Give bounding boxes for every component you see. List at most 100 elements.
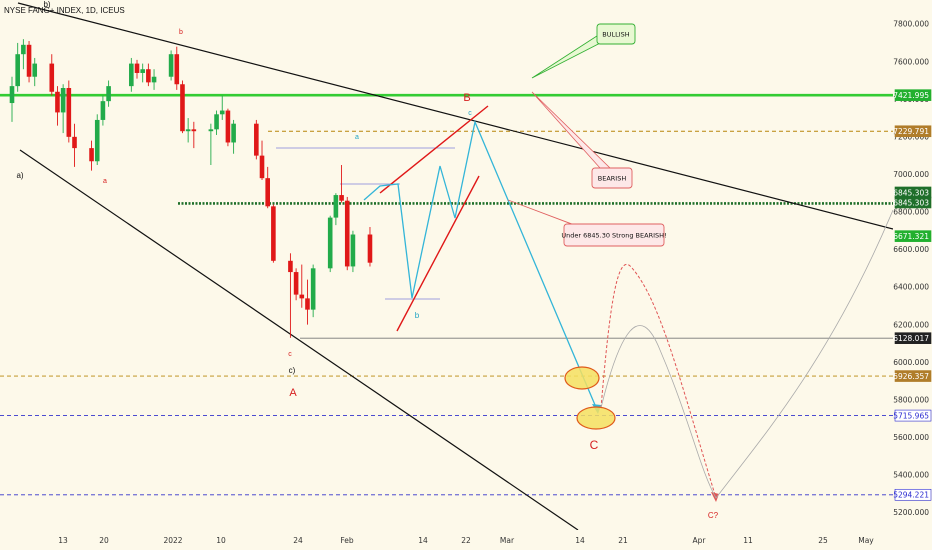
y-tick-label: 6800.000 <box>893 208 929 217</box>
price-tag-box <box>894 125 932 138</box>
callout-label: BULLISH <box>602 30 630 38</box>
candle-body <box>15 54 20 87</box>
y-tick-label: 6400.000 <box>893 283 929 292</box>
x-tick-label: 11 <box>743 536 753 545</box>
candle-body <box>94 119 100 162</box>
wave-label: c <box>288 351 292 358</box>
price-tag-label: 6845.303 <box>893 198 929 207</box>
candle-body <box>293 272 299 295</box>
candle-body <box>151 76 157 83</box>
x-tick-label: 24 <box>293 536 303 545</box>
y-tick-label: 5400.000 <box>893 471 929 480</box>
price-tag-box <box>894 409 932 422</box>
y-tick-label: 6600.000 <box>893 245 929 254</box>
y-tick-label: 7800.000 <box>893 20 929 29</box>
price-tag-box <box>894 370 932 382</box>
candle-body <box>168 54 174 77</box>
wave-label: C <box>590 438 599 452</box>
wave-label: b) <box>43 0 50 9</box>
horizontal-levels <box>0 93 893 496</box>
y-tick-label: 7000.000 <box>893 170 929 179</box>
candle-body <box>140 69 145 73</box>
price-tag-label: 6128.017 <box>893 334 929 343</box>
upper-trendline <box>17 2 894 230</box>
candle-body <box>344 200 350 267</box>
x-tick-label: May <box>858 536 874 545</box>
candle-body <box>32 63 38 77</box>
candle-body <box>21 44 26 55</box>
wave-label: c) <box>289 366 296 375</box>
candle-body <box>333 195 339 218</box>
price-tag-label: 6671.321 <box>893 232 929 241</box>
y-tick-label: 6000.000 <box>893 358 929 367</box>
candle-body <box>225 110 231 143</box>
channel-upper-line <box>379 105 489 194</box>
candle-body <box>367 234 373 263</box>
candle-body <box>49 63 55 92</box>
candle-body <box>310 268 316 310</box>
x-axis-background <box>0 530 932 550</box>
candle-body <box>254 123 259 156</box>
candle-body <box>26 44 32 77</box>
projection-grey-curve <box>600 209 894 499</box>
callout-label: BEARISH <box>598 174 627 182</box>
channel-lower-line <box>396 175 480 332</box>
red-channel <box>379 105 489 332</box>
candle-body <box>106 86 111 102</box>
candle-body <box>180 84 185 132</box>
candle-body <box>89 148 94 162</box>
candle-body <box>288 260 293 273</box>
candle-body <box>66 88 72 137</box>
price-tag-label: 5926.357 <box>893 372 929 381</box>
price-tag-label: 6845.303 <box>893 188 929 197</box>
price-tag-label: 5294.221 <box>893 491 929 500</box>
candle-body <box>129 63 134 87</box>
candle-body <box>265 178 270 207</box>
candle-body <box>327 217 333 269</box>
x-tick-label: 25 <box>818 536 828 545</box>
candle-body <box>305 298 310 310</box>
callout-bullish: BULLISH <box>531 23 636 79</box>
y-tick-label: 6200.000 <box>893 320 929 329</box>
callout-box <box>596 23 636 45</box>
y-tick-label: 5600.000 <box>893 433 929 442</box>
highlight-ellipse-5716 <box>576 406 616 430</box>
candle-body <box>231 123 236 143</box>
x-tick-label: Apr <box>693 536 707 545</box>
price-tag-box <box>894 196 932 209</box>
candle-body <box>185 129 191 132</box>
candle-body <box>9 86 15 104</box>
wave-label: a) <box>16 171 23 180</box>
candle-body <box>174 54 180 85</box>
y-tick-label: 5200.000 <box>893 508 929 517</box>
price-tag-box <box>894 332 932 344</box>
candle-body <box>55 91 60 113</box>
price-tag-box <box>894 230 932 242</box>
wave-label: b <box>415 311 420 320</box>
price-tag-label: 7229.791 <box>893 127 929 136</box>
x-tick-label: 14 <box>418 536 428 545</box>
candle-body <box>60 88 66 113</box>
candle-body <box>299 294 305 299</box>
callout-box <box>563 223 665 247</box>
x-tick-label: 22 <box>461 536 471 545</box>
wave-label: A <box>289 387 297 399</box>
candle-body <box>191 129 197 132</box>
y-tick-label: 5800.000 <box>893 395 929 404</box>
candle-body <box>339 195 344 201</box>
trendlines <box>17 2 894 531</box>
zigzag-projection <box>363 119 599 413</box>
candle-body <box>219 110 225 115</box>
callout-under-6845-30-strong-bearish: Under 6845.30 Strong BEARISH! <box>507 199 667 247</box>
candle-body <box>208 129 214 132</box>
candle-body <box>350 234 356 267</box>
wave-label: a <box>103 178 107 185</box>
wave-label: c <box>468 110 472 117</box>
x-tick-label: 13 <box>58 536 68 545</box>
callout-label: Under 6845.30 Strong BEARISH! <box>561 231 666 239</box>
